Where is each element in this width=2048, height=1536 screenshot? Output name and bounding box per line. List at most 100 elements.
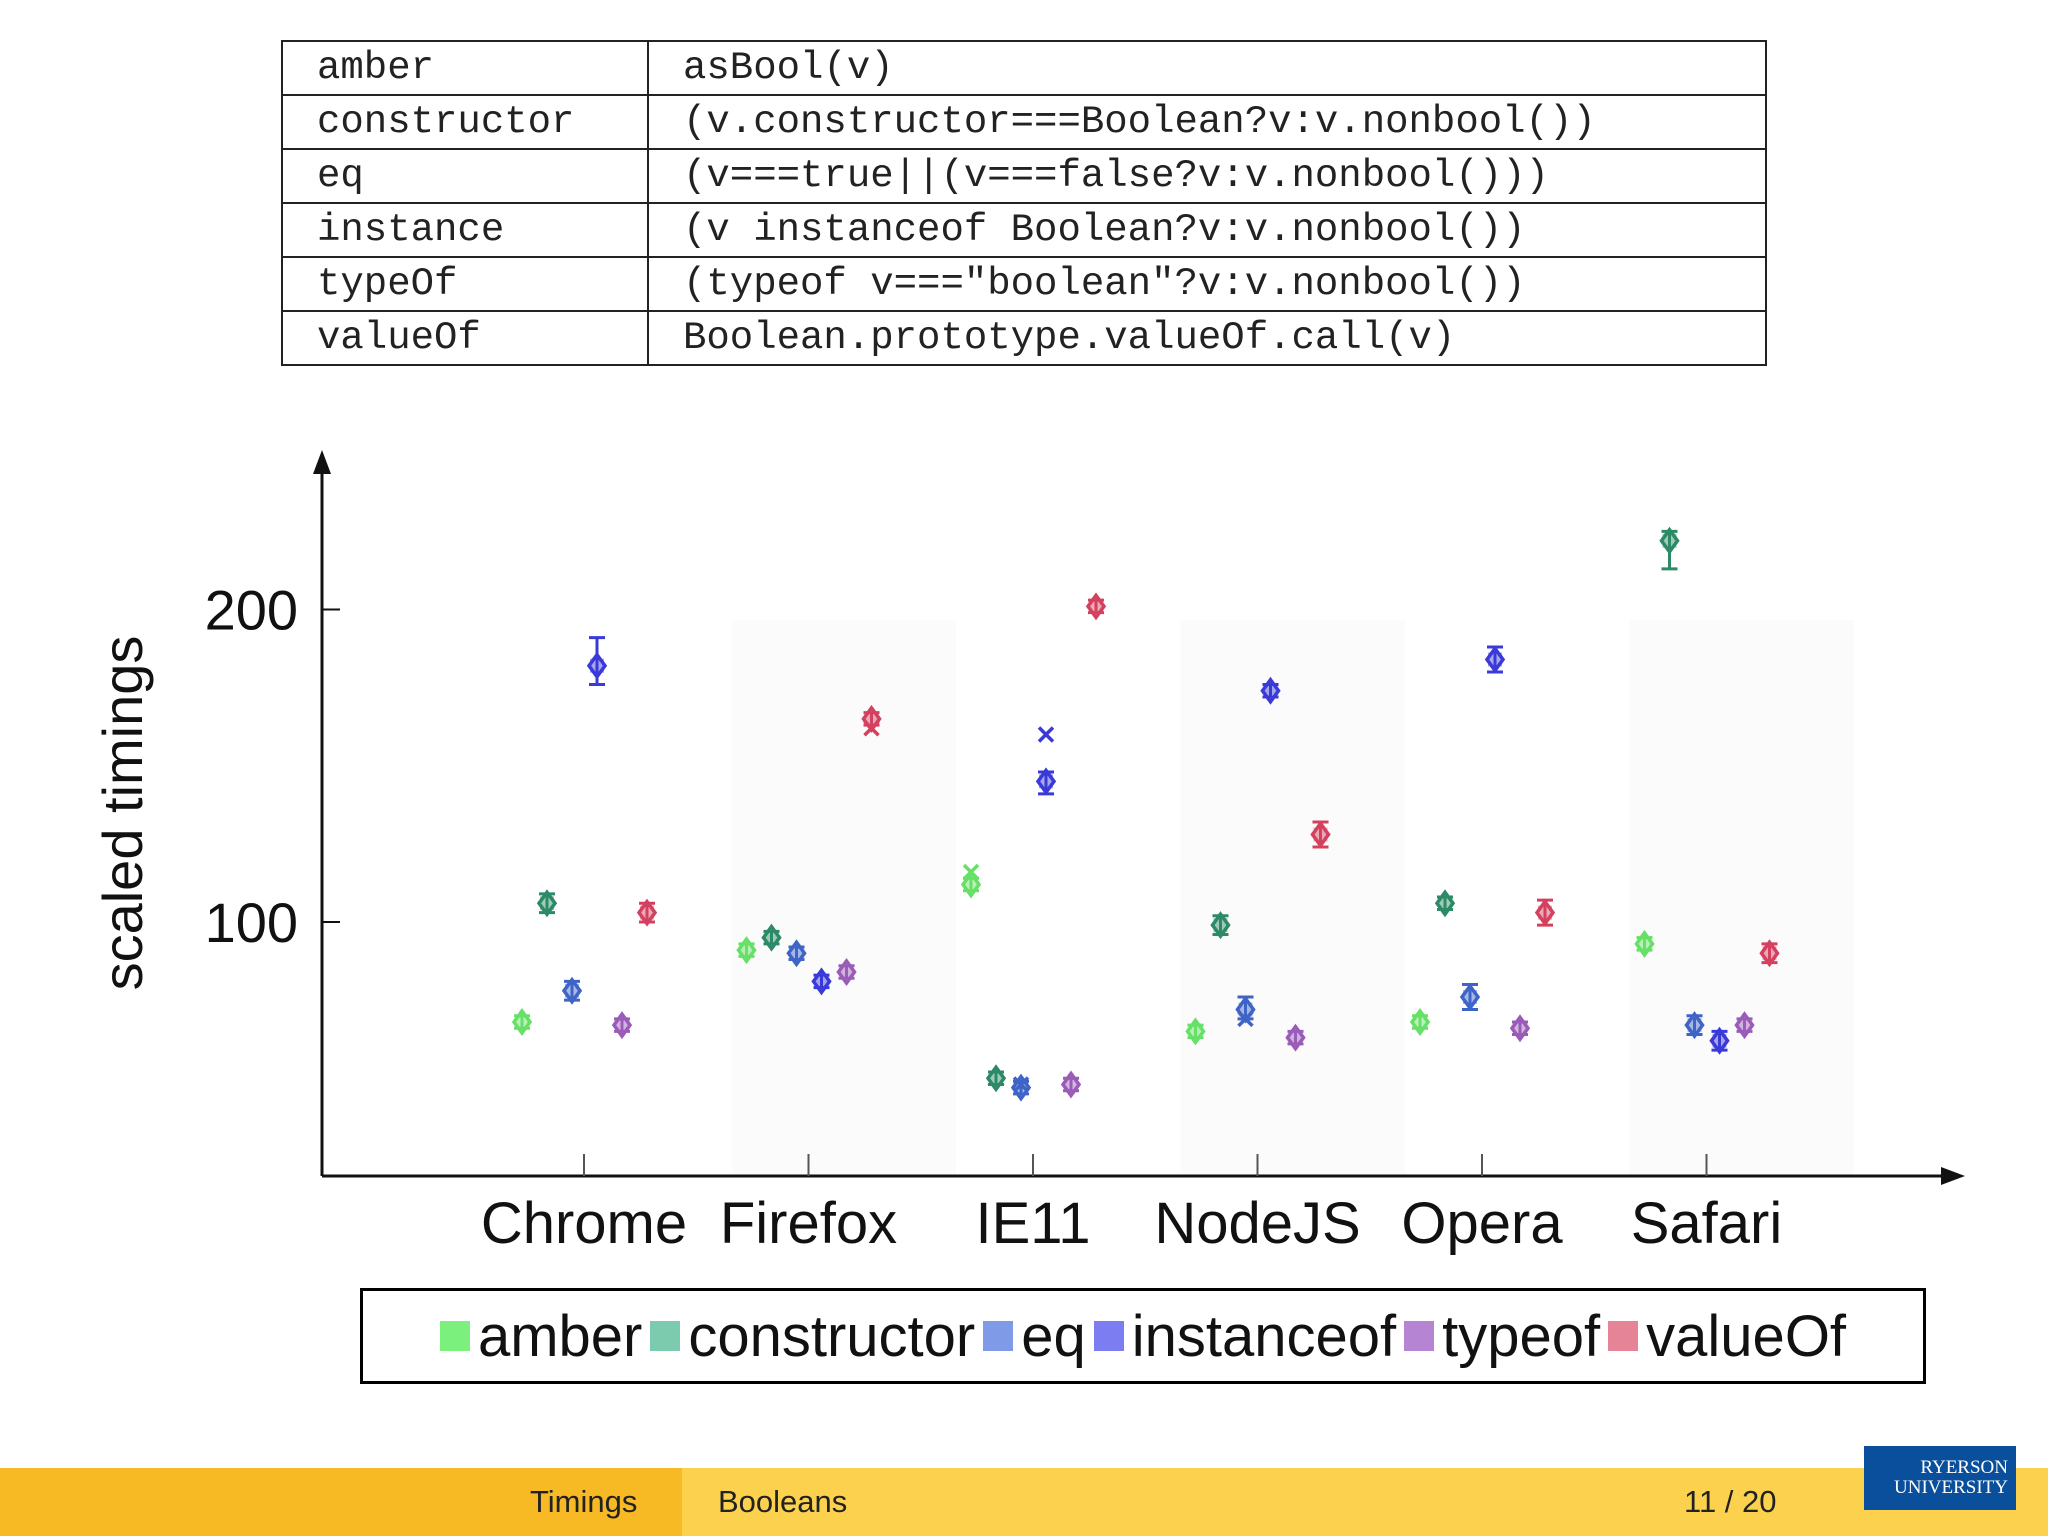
data-point-constructor (1659, 526, 1680, 571)
legend-item-typeof: typeof (1404, 1303, 1600, 1370)
point-diamond (1684, 1011, 1705, 1040)
code-table-row: instance (v instanceof Boolean?v:v.nonboo… (281, 202, 1767, 258)
point-diamond (1709, 1026, 1730, 1055)
data-point-eq (561, 976, 583, 1005)
point-cross (1037, 726, 1055, 743)
data-point-valueOf (1310, 820, 1331, 849)
variant-name: eq (281, 148, 649, 204)
data-point-valueOf (636, 898, 658, 927)
point-diamond (1085, 592, 1107, 621)
variant-name: typeOf (281, 256, 649, 312)
variant-code: (typeof v==="boolean"?v:v.nonbool()) (647, 256, 1767, 312)
data-point-eq (1684, 1011, 1705, 1040)
point-diamond (1260, 676, 1281, 705)
legend-item-valueOf: valueOf (1608, 1303, 1846, 1370)
variant-code: asBool(v) (647, 40, 1767, 96)
data-point-instanceof (1709, 1026, 1730, 1055)
variant-code: (v instanceof Boolean?v:v.nonbool()) (647, 202, 1767, 258)
footer-right-band: Booleans 11 / 20 (682, 1468, 2048, 1536)
code-table-row: amber asBool(v) (281, 40, 1767, 96)
x-axis-arrow (1941, 1167, 1965, 1185)
data-point-instanceof (1260, 676, 1281, 705)
point-diamond (1459, 983, 1481, 1011)
legend-swatch (439, 1321, 470, 1351)
variant-code: (v===true||(v===false?v:v.nonbool())) (647, 148, 1767, 204)
point-diamond (561, 976, 583, 1005)
point-diamond (636, 898, 658, 927)
group-band (1180, 620, 1405, 1176)
group-band (731, 620, 956, 1176)
code-table-row: valueOf Boolean.prototype.valueOf.call(v) (281, 310, 1767, 366)
point-cross (962, 863, 980, 881)
point-diamond (1035, 767, 1057, 796)
legend-label: amber (477, 1303, 643, 1369)
point-cross (1237, 1010, 1254, 1028)
y-axis-label: scaled timings (91, 636, 154, 991)
x-tick-label: IE11 (975, 1191, 1090, 1256)
logo-line-2: UNIVERSITY (1894, 1477, 2008, 1498)
footer-left-band: Timings (0, 1468, 682, 1536)
point-diamond (1010, 1073, 1032, 1102)
data-point-instanceof (586, 636, 608, 686)
data-point-valueOf (861, 704, 882, 737)
variant-name: instance (281, 202, 649, 258)
data-point-typeof (611, 1011, 633, 1040)
code-table-row: constructor (v.constructor===Boolean?v:v.… (281, 94, 1767, 150)
data-point-instanceof (811, 967, 832, 996)
legend-item-constructor: constructor (650, 1303, 975, 1370)
point-diamond (1434, 889, 1456, 918)
point-diamond (736, 936, 757, 965)
data-point-typeof (1060, 1070, 1082, 1099)
point-cross (863, 720, 880, 737)
point-diamond (511, 1008, 533, 1036)
data-point-amber (736, 936, 757, 965)
legend-swatch (1093, 1321, 1124, 1351)
page-number: 11 / 20 (1684, 1484, 1777, 1519)
point-diamond (1759, 939, 1780, 968)
data-point-valueOf (1534, 898, 1556, 927)
x-tick-label: Firefox (720, 1191, 897, 1256)
point-diamond (1509, 1014, 1531, 1043)
data-point-instanceof (1035, 726, 1057, 796)
variant-code: Boolean.prototype.valueOf.call(v) (647, 310, 1767, 366)
legend-swatch (1404, 1321, 1435, 1351)
data-point-eq (1010, 1073, 1032, 1102)
logo-line-1: RYERSON (1920, 1457, 2008, 1478)
legend-item-instanceof: instanceof (1093, 1303, 1396, 1370)
point-diamond (960, 870, 982, 899)
code-table-row: eq (v===true||(v===false?v:v.nonbool())) (281, 148, 1767, 204)
footer-subsection: Booleans (718, 1484, 848, 1519)
point-diamond (1285, 1023, 1306, 1052)
legend-label: constructor (688, 1303, 976, 1369)
y-tick-label: 200 (205, 579, 298, 642)
point-diamond (1534, 898, 1556, 927)
group-band (1629, 620, 1854, 1176)
data-point-typeof (1285, 1023, 1306, 1052)
legend-item-eq: eq (983, 1303, 1086, 1370)
point-diamond (1409, 1008, 1431, 1036)
chart-legend: amber constructor eq instanceof typeof valueO… (360, 1288, 1926, 1384)
data-point-amber (960, 863, 982, 899)
point-diamond (1484, 645, 1506, 674)
data-point-constructor (536, 889, 558, 918)
x-tick-label: Safari (1631, 1191, 1783, 1256)
data-point-typeof (1734, 1011, 1755, 1040)
point-diamond (1734, 1011, 1755, 1040)
data-point-valueOf (1759, 939, 1780, 968)
data-point-eq (786, 939, 807, 968)
data-point-constructor (1210, 911, 1231, 940)
data-point-valueOf (1085, 592, 1107, 621)
variant-name: valueOf (281, 310, 649, 366)
point-diamond (1060, 1070, 1082, 1099)
data-point-constructor (1434, 889, 1456, 918)
data-point-eq (1459, 983, 1481, 1011)
point-diamond (536, 889, 558, 918)
data-point-amber (1634, 929, 1655, 958)
point-diamond (836, 958, 857, 986)
point-diamond (1659, 526, 1680, 555)
data-point-typeof (1509, 1014, 1531, 1043)
legend-swatch (983, 1321, 1014, 1351)
point-diamond (811, 967, 832, 996)
data-point-constructor (761, 923, 782, 952)
x-tick-label: NodeJS (1154, 1191, 1360, 1256)
